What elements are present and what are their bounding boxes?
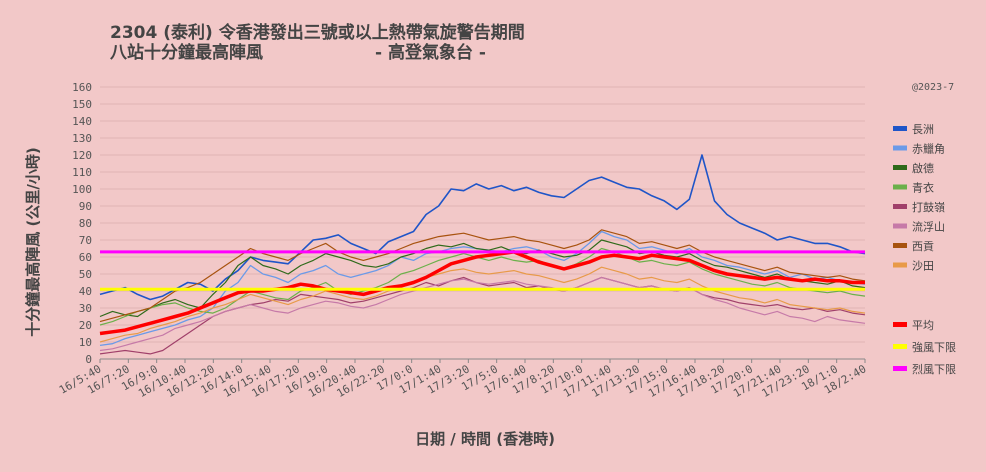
legend-swatch <box>893 126 907 131</box>
y-tick-label: 120 <box>72 149 92 162</box>
y-tick-label: 90 <box>79 200 92 213</box>
y-tick-label: 50 <box>79 268 92 281</box>
legend-label: 沙田 <box>912 260 934 273</box>
y-tick-label: 30 <box>79 302 92 315</box>
legend-label: 長洲 <box>912 123 934 136</box>
series-line-流浮山 <box>99 276 866 352</box>
y-tick-label: 40 <box>79 285 92 298</box>
legend-swatch <box>893 262 907 268</box>
chart-title-line2: 八站十分鐘最高陣風 <box>110 42 263 63</box>
y-tick-label: 10 <box>79 336 92 349</box>
grid-lines <box>100 86 865 360</box>
legend-label: 流浮山 <box>912 220 945 234</box>
y-tick-label: 140 <box>72 115 92 128</box>
copyright-label: @2023-7 <box>912 82 954 93</box>
legend-label: 烈風下限 <box>912 362 956 376</box>
legend-swatch <box>893 322 907 327</box>
y-tick-label: 130 <box>72 132 92 145</box>
y-tick-label: 160 <box>72 81 92 94</box>
y-tick-label: 150 <box>72 98 92 111</box>
y-tick-label: 110 <box>72 166 92 179</box>
y-axis-label: 十分鐘最高陣風 (公里/小時) <box>24 147 42 336</box>
y-axis-ticks: 0 10 20 30 40 50 60 70 80 90 100 110 120 130 140 150 160 <box>72 81 92 366</box>
x-axis-label: 日期 / 時間 (香港時) <box>415 430 555 448</box>
legend-swatch <box>893 344 907 349</box>
legend-label: 強風下限 <box>912 341 956 354</box>
series-line-平均 <box>99 250 865 336</box>
chart-title-line1: 2304 (泰利) 令香港發出三號或以上熱帶氣旋警告期間 <box>110 22 525 43</box>
legend-swatch <box>893 243 907 248</box>
legend-label: 平均 <box>912 319 934 332</box>
legend-label: 打鼓嶺 <box>912 200 945 214</box>
y-tick-label: 0 <box>85 353 92 366</box>
legend-label: 西貢 <box>912 240 934 253</box>
chart-title-source: - 高登氣象台 - <box>375 42 486 63</box>
series-lines <box>99 154 866 355</box>
reference-lines <box>100 250 865 291</box>
legend-swatch <box>893 184 907 190</box>
x-axis-ticks: 16/5:4016/7:2016/9:016/10:4016/12:2016/1… <box>57 359 869 400</box>
y-tick-label: 60 <box>79 251 92 264</box>
series-line-長洲 <box>99 154 866 301</box>
legend-label: 赤鱲角 <box>912 143 945 156</box>
legend-label: 啟德 <box>912 161 934 175</box>
series-line-青衣 <box>99 247 866 326</box>
legend-swatch <box>893 145 907 151</box>
legend-swatch <box>893 204 907 209</box>
y-tick-label: 20 <box>79 319 92 332</box>
series-line-西貢 <box>99 229 866 323</box>
series-line-啟德 <box>99 239 866 318</box>
legend-swatch <box>893 366 907 371</box>
legend-label: 青衣 <box>912 181 934 195</box>
y-tick-label: 100 <box>72 183 92 196</box>
legend-swatch <box>893 165 907 170</box>
series-line-沙田 <box>99 266 866 343</box>
legend-swatch <box>893 223 907 229</box>
y-tick-label: 80 <box>79 217 92 230</box>
y-tick-label: 70 <box>79 234 92 247</box>
